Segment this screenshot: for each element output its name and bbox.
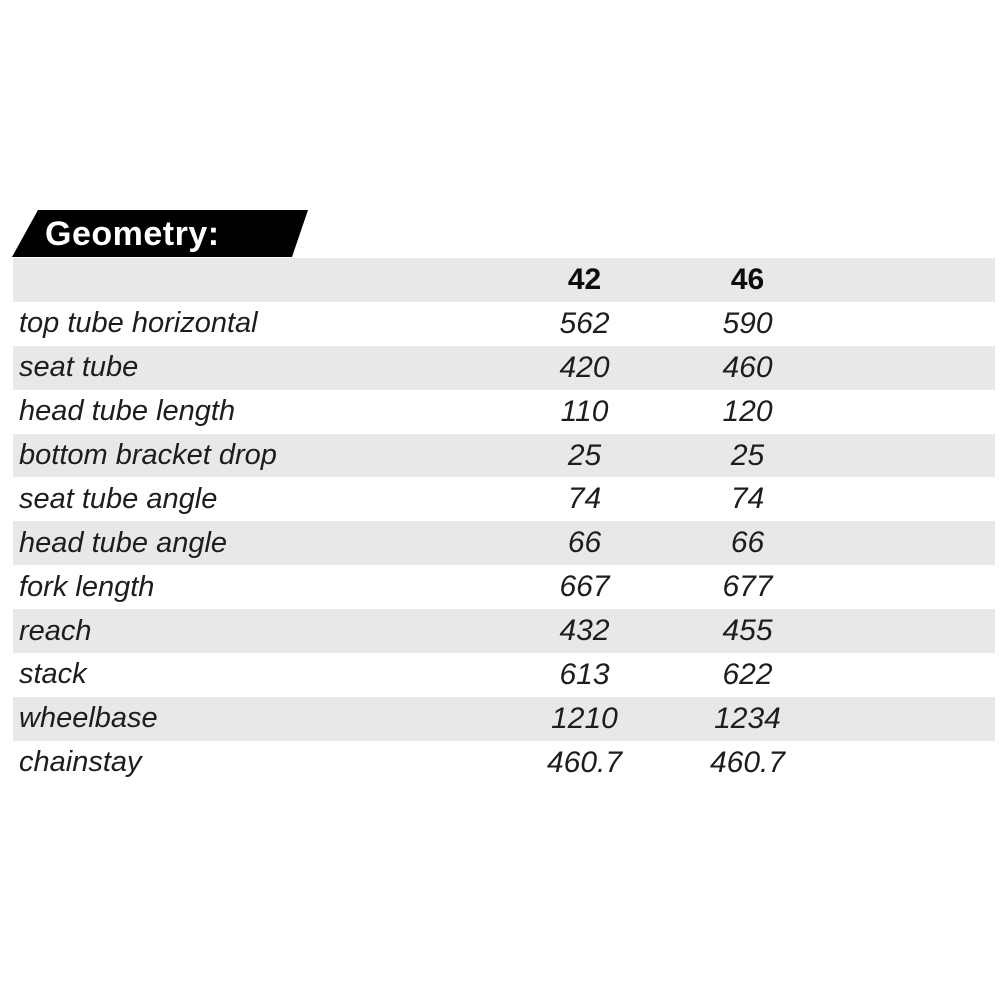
geometry-banner: Geometry: [12, 210, 308, 257]
row-value-42: 25 [567, 438, 602, 472]
row-label: chainstay [19, 746, 142, 779]
banner-title: Geometry: [45, 214, 220, 253]
row-label: seat tube [19, 351, 139, 384]
table-row-seat-tube-angle: seat tube angle 74 74 [13, 477, 995, 521]
column-header-46: 46 [730, 262, 765, 296]
row-value-42: 66 [567, 526, 602, 560]
row-value-42: 1210 [551, 701, 618, 735]
row-value-46: 120 [722, 394, 773, 428]
table-row-chainstay: chainstay 460.7 460.7 [13, 741, 995, 785]
row-value-46: 1234 [714, 701, 781, 735]
row-label: reach [19, 614, 92, 647]
row-value-42: 420 [559, 350, 610, 384]
row-value-46: 74 [730, 482, 765, 516]
row-label: seat tube angle [19, 482, 218, 515]
row-label: stack [19, 658, 87, 691]
table-row-fork-length: fork length 667 677 [13, 565, 995, 609]
column-header-42: 42 [567, 262, 602, 296]
row-label: wheelbase [19, 702, 158, 735]
row-value-46: 460.7 [709, 745, 786, 779]
row-value-46: 622 [722, 657, 773, 691]
row-value-46: 677 [722, 570, 773, 604]
row-value-42: 110 [560, 394, 609, 428]
row-value-46: 590 [722, 306, 773, 340]
row-value-42: 562 [559, 306, 610, 340]
table-row-bottom-bracket-drop: bottom bracket drop 25 25 [13, 433, 995, 478]
row-label: fork length [19, 570, 155, 603]
table-row-head-tube-angle: head tube angle 66 66 [13, 521, 995, 566]
row-value-42: 460.7 [546, 745, 623, 779]
row-value-42: 432 [559, 614, 610, 648]
row-label: top tube horizontal [19, 307, 258, 340]
row-value-42: 74 [567, 482, 602, 516]
table-row-head-tube-length: head tube length 110 120 [13, 390, 995, 434]
table-row-top-tube-horizontal: top tube horizontal 562 590 [13, 302, 995, 346]
row-label: bottom bracket drop [19, 439, 277, 471]
table-header-row: 42 46 [13, 258, 995, 302]
row-value-46: 66 [730, 526, 765, 560]
row-label: head tube length [19, 395, 236, 428]
row-label: head tube angle [19, 526, 228, 559]
row-value-46: 460 [722, 350, 773, 384]
row-value-42: 667 [559, 570, 610, 604]
table-row-reach: reach 432 455 [13, 609, 995, 654]
row-value-42: 613 [559, 657, 610, 691]
row-value-46: 25 [730, 438, 765, 472]
table-row-stack: stack 613 622 [13, 653, 995, 697]
row-value-46: 455 [722, 614, 773, 648]
table-row-seat-tube: seat tube 420 460 [13, 345, 995, 390]
geometry-table: 42 46 top tube horizontal 562 590 seat t… [13, 258, 995, 785]
table-row-wheelbase: wheelbase 1210 1234 [13, 696, 995, 741]
